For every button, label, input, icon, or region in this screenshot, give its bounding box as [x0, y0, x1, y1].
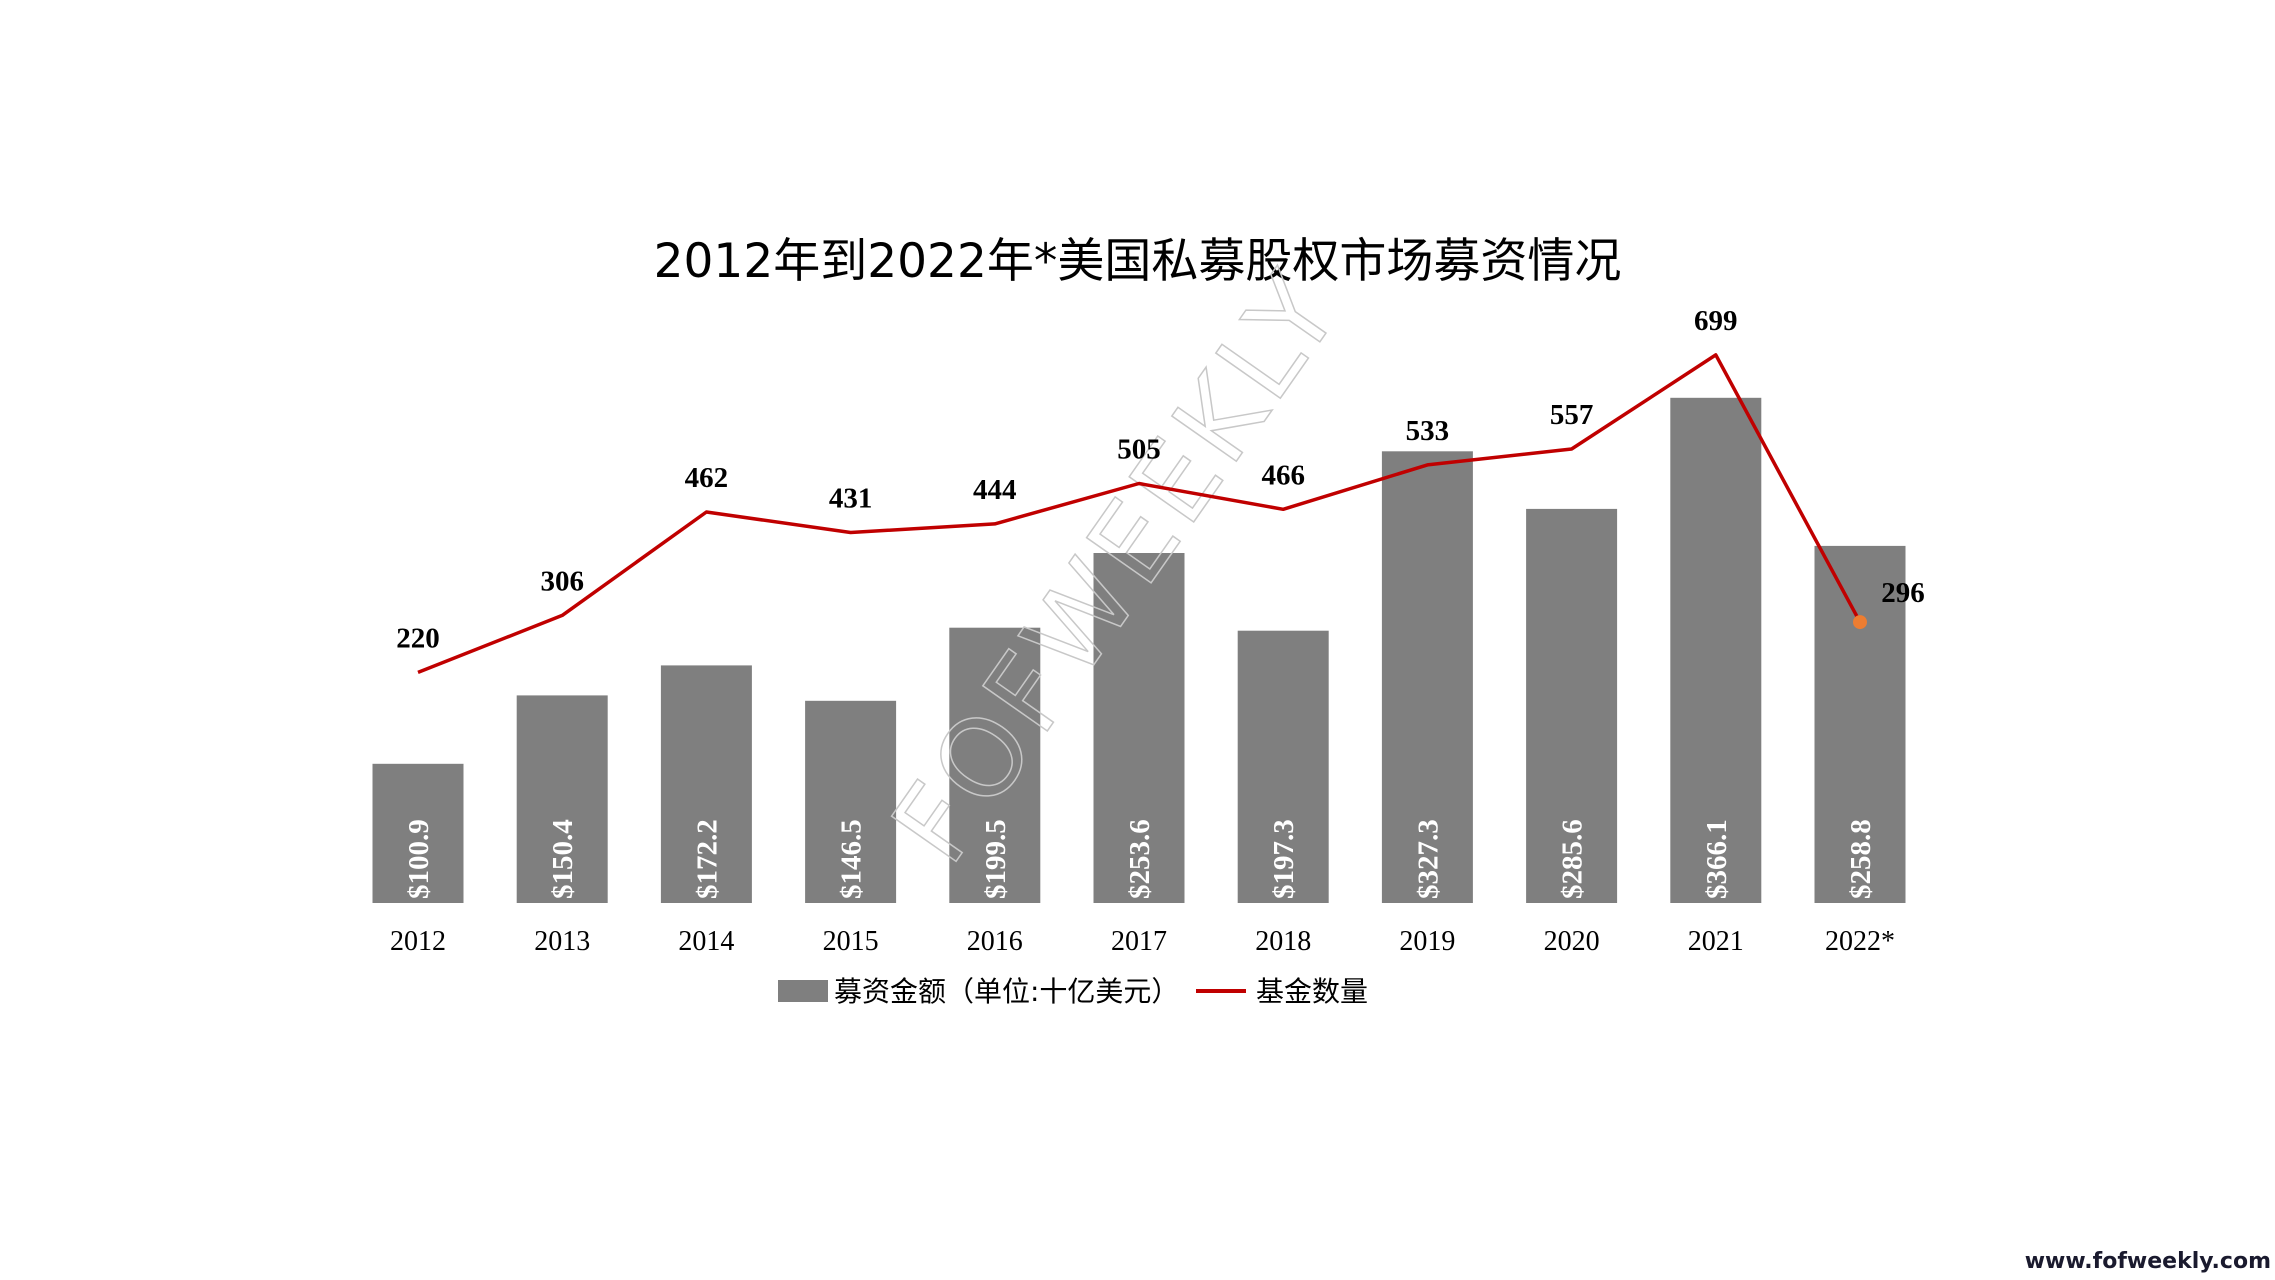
line-layer [417, 353, 1867, 675]
line-series-fund-count [417, 353, 1862, 675]
bar-value-label: $172.2 [691, 819, 723, 899]
line-value-label: 533 [1406, 415, 1450, 447]
line-point-last [1853, 615, 1867, 630]
legend-bar-label: 募资金额（单位:十亿美元） [834, 975, 1179, 1008]
bar-value-label: $197.3 [1268, 819, 1300, 899]
x-tick-label: 2015 [823, 926, 879, 957]
line-value-label: 466 [1261, 459, 1305, 491]
x-tick-label: 2019 [1399, 926, 1455, 957]
line-value-label: 505 [1117, 434, 1161, 466]
legend-line-label: 基金数量 [1256, 975, 1368, 1008]
bars-layer [372, 397, 1906, 903]
bar-2018 [1237, 630, 1329, 903]
bar-2021 [1670, 397, 1762, 903]
x-tick-label: 2018 [1255, 926, 1311, 957]
bar-2019 [1381, 451, 1473, 903]
line-value-label: 462 [685, 462, 729, 494]
line-value-label: 444 [973, 474, 1017, 506]
bar-value-label: $258.8 [1845, 819, 1877, 899]
line-value-label: 296 [1881, 577, 1925, 609]
line-value-label: 220 [396, 622, 440, 654]
bar-2020 [1526, 508, 1618, 903]
bar-2013 [516, 695, 608, 903]
site-url: www.fofweekly.com [2024, 1249, 2271, 1274]
labels-layer: $100.9 $150.4 $172.2 $146.5 $199.5 $253.6 $197… [396, 305, 1925, 899]
bar-2015 [805, 700, 897, 903]
bar-2022* [1814, 545, 1906, 903]
bar-2017 [1093, 553, 1185, 903]
x-tick-label: 2022* [1825, 926, 1895, 957]
x-tick-label: 2021 [1688, 926, 1744, 957]
line-value-label: 306 [540, 565, 584, 597]
bar-value-label: $150.4 [547, 819, 579, 899]
bar-value-label: $100.9 [403, 819, 435, 899]
bar-2014 [660, 665, 752, 903]
line-value-label: 699 [1694, 305, 1738, 337]
x-tick-label: 2016 [967, 926, 1023, 957]
line-value-label: 557 [1550, 399, 1594, 431]
bar-2012 [372, 763, 464, 903]
x-tick-label: 2014 [678, 926, 734, 957]
bar-value-label: $285.6 [1557, 819, 1589, 899]
x-tick-label: 2013 [534, 926, 590, 957]
bar-value-label: $253.6 [1124, 819, 1156, 899]
x-tick-label: 2017 [1111, 926, 1167, 957]
bar-value-label: $327.3 [1412, 819, 1444, 899]
bar-2016 [949, 627, 1041, 903]
legend: 募资金额（单位:十亿美元） 基金数量 [778, 975, 1368, 1008]
bar-value-label: $146.5 [836, 819, 868, 899]
bar-value-label: $366.1 [1701, 819, 1733, 899]
x-tick-label: 2012 [390, 926, 446, 957]
chart-title: 2012年到2022年*美国私募股权市场募资情况 [653, 234, 1622, 289]
x-axis: 2012 2013 2014 2015 2016 2017 2018 2019 2020 2021… [390, 926, 1895, 957]
x-tick-label: 2020 [1544, 926, 1600, 957]
legend-bar-swatch [778, 980, 828, 1002]
bar-value-label: $199.5 [980, 819, 1012, 899]
line-value-label: 431 [829, 483, 873, 515]
